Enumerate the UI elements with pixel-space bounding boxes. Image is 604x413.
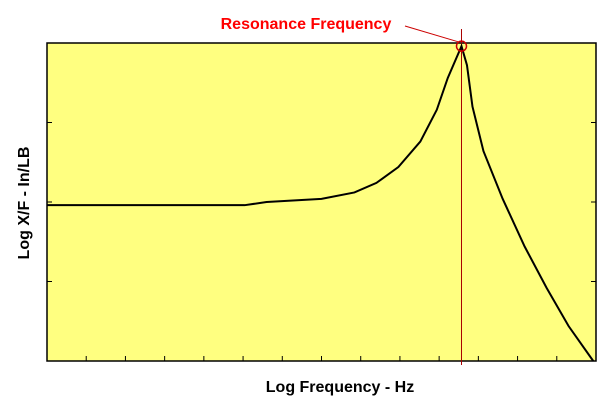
annotation-label: Resonance Frequency — [221, 16, 392, 33]
series-line — [47, 43, 595, 362]
resonance-marker-circle — [455, 40, 468, 52]
y-axis-label: Log X/F - In/LB — [16, 147, 33, 260]
ticks — [47, 122, 596, 361]
plot-area — [46, 42, 597, 362]
x-axis-label: Log Frequency - Hz — [266, 379, 414, 396]
annotation-arrow — [404, 25, 460, 43]
